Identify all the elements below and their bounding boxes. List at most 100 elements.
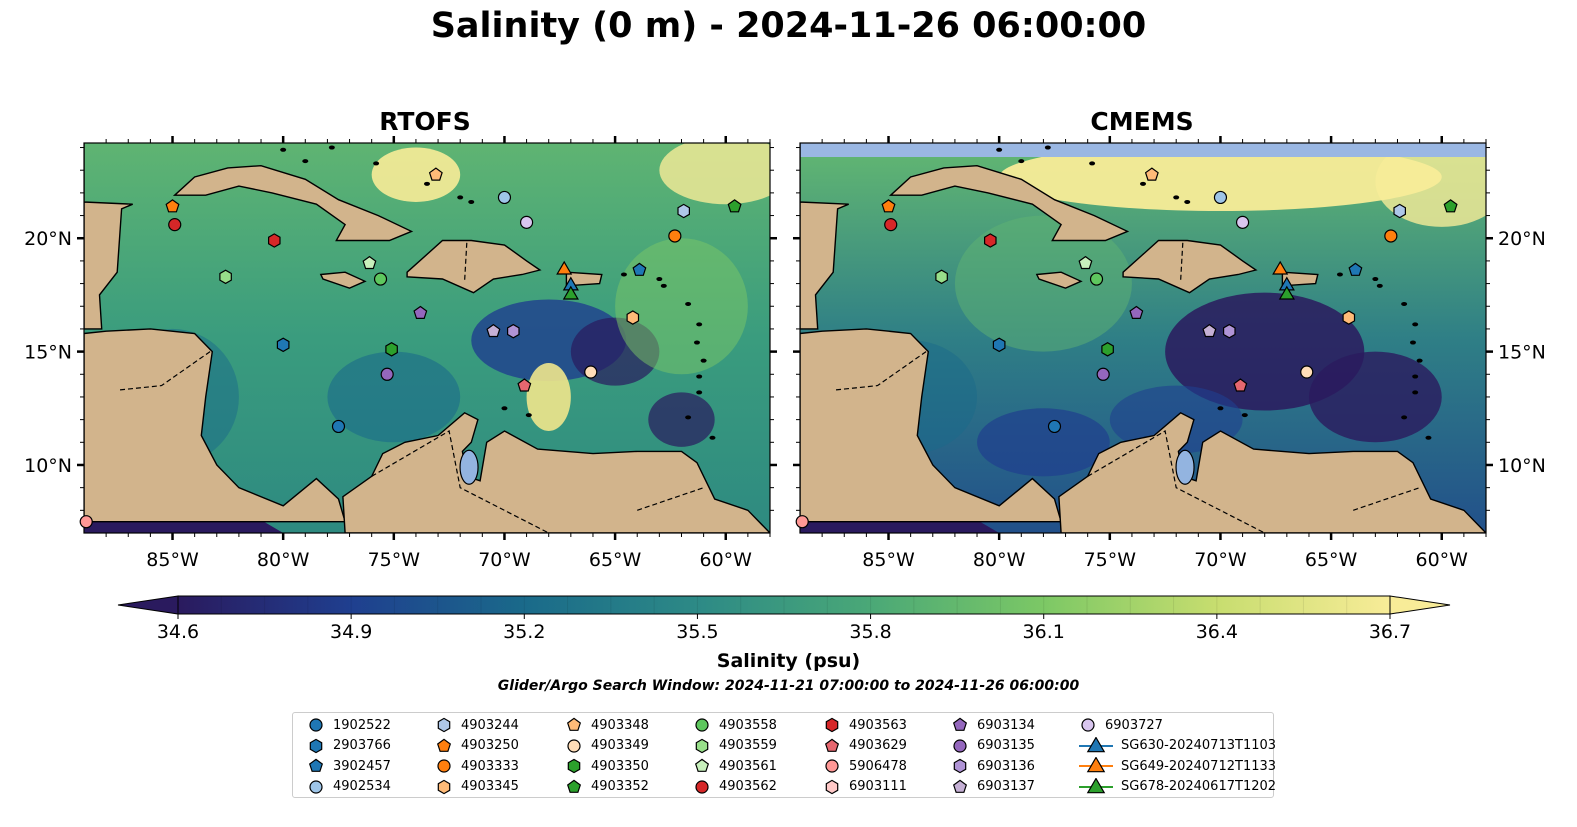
legend-item: 4903558 <box>693 715 777 735</box>
legend-marker <box>436 738 452 752</box>
legend-item: 4903350 <box>565 756 649 776</box>
observation-markers-cmems <box>795 167 1458 529</box>
x-tick-label: 75°W <box>1084 549 1137 571</box>
panel-title-cmems: CMEMS <box>1090 107 1194 136</box>
legend-label: 4903348 <box>591 717 649 733</box>
x-tick-label: 70°W <box>1194 549 1247 571</box>
legend-label: 6903727 <box>1105 717 1163 733</box>
marker-4903563 <box>983 233 997 248</box>
legend-marker <box>825 717 839 733</box>
legend-item: 6903134 <box>951 715 1035 735</box>
x-tick-label: 80°W <box>257 549 310 571</box>
land-central <box>84 143 133 330</box>
legend: 1902522 2903766 3902457 4902534 4903244 49032… <box>292 712 1276 798</box>
triangle-marker-icon <box>1079 736 1113 752</box>
pentagon-marker-icon <box>566 779 582 793</box>
legend-label: 4903345 <box>461 779 519 794</box>
legend-label: 6903137 <box>977 779 1035 794</box>
legend-item: 5906478 <box>823 756 907 776</box>
legend-item: 4903629 <box>823 736 907 756</box>
marker-6903727 <box>1235 215 1250 229</box>
legend-label: 4903349 <box>591 738 649 753</box>
hexagon-marker-icon <box>825 717 839 733</box>
marker-5906478 <box>795 515 809 529</box>
panel-title-rtofs: RTOFS <box>379 107 471 136</box>
marker-2903766 <box>276 337 290 353</box>
marker-6903136 <box>507 323 520 339</box>
x-tick-label: 65°W <box>589 549 642 571</box>
marker-4903345 <box>1342 310 1356 325</box>
legend-label: 3902457 <box>333 758 391 774</box>
legend-marker <box>1086 777 1106 793</box>
circle-marker-icon <box>695 779 709 794</box>
marker-4903333 <box>1384 229 1398 243</box>
land-puertorico <box>1281 271 1319 287</box>
marker-SG678-20240617T1202 <box>562 285 579 300</box>
land-jamaica <box>1035 271 1083 289</box>
marker-3902457 <box>1348 262 1363 276</box>
legend-item: SG678-20240617T1202 <box>1079 777 1276 797</box>
legend-item: 1902522 <box>307 715 391 735</box>
salinity-colorbar <box>117 595 1451 619</box>
lake-maracaibo <box>459 449 479 485</box>
marker-4902534 <box>1213 190 1228 205</box>
figure-title: Salinity (0 m) - 2024-11-26 06:00:00 <box>430 6 1147 46</box>
legend-marker <box>437 717 451 733</box>
marker-4903333 <box>668 229 682 243</box>
legend-label: 6903135 <box>977 738 1035 753</box>
circle-marker-icon <box>437 759 451 773</box>
legend-label: 4903629 <box>849 738 907 753</box>
marker-4903558 <box>373 272 388 286</box>
map-frame <box>799 142 1487 534</box>
legend-label: 4903561 <box>719 758 777 774</box>
land-puertorico <box>565 271 603 287</box>
land-hispaniola <box>1122 239 1258 294</box>
hexagon-marker-icon <box>825 779 839 794</box>
legend-item: 6903135 <box>951 736 1035 756</box>
map-panel-cmems <box>800 143 1486 533</box>
legend-marker <box>695 779 709 794</box>
legend-label: 4902534 <box>333 779 391 794</box>
marker-4903561 <box>362 255 377 270</box>
legend-item: SG630-20240713T1103 <box>1079 736 1276 756</box>
legend-item: 4903345 <box>435 777 519 797</box>
land-southam <box>1058 411 1486 533</box>
marker-3902457 <box>632 262 647 276</box>
marker-4903629 <box>1233 378 1248 392</box>
x-tick-label: 80°W <box>973 549 1026 571</box>
y-tick-label: 20°N <box>24 228 72 250</box>
hexagon-marker-icon <box>567 758 581 774</box>
search-window-text: Glider/Argo Search Window: 2024-11-21 07… <box>497 678 1080 694</box>
legend-marker <box>567 758 581 774</box>
marker-4903345 <box>626 310 640 325</box>
land-jamaica <box>319 271 367 289</box>
legend-marker <box>309 779 323 794</box>
legend-label: 4903563 <box>849 717 907 733</box>
marker-6903727 <box>519 215 534 229</box>
colorbar-tick-labels: 34.6 34.9 35.2 35.5 35.8 36.1 36.4 36.7 <box>0 618 1577 648</box>
marker-6903136 <box>1222 323 1236 339</box>
legend-marker <box>1081 718 1095 732</box>
y-tick-label: 15°N <box>24 342 72 364</box>
legend-item: 4903563 <box>823 715 907 735</box>
x-tick-label: 85°W <box>146 549 199 571</box>
legend-item: 3902457 <box>307 756 391 776</box>
hexagon-marker-icon <box>309 738 323 753</box>
land-central <box>800 143 849 330</box>
legend-item: 4903349 <box>565 736 649 756</box>
marker-4903352 <box>727 199 742 213</box>
legend-marker <box>309 738 323 753</box>
marker-4903348 <box>1144 167 1159 181</box>
colorbar-tick: 36.1 <box>1022 621 1065 643</box>
colorbar-extend-low <box>117 595 179 615</box>
legend-item: 4903561 <box>693 756 777 776</box>
colorbar-gradient <box>178 596 1390 614</box>
marker-4903629 <box>517 378 532 392</box>
legend-item: 4902534 <box>307 777 391 797</box>
legend-marker <box>1086 757 1106 773</box>
legend-label: 4903559 <box>719 738 777 753</box>
marker-4903244 <box>677 203 691 219</box>
map-frame <box>83 142 771 534</box>
legend-marker <box>695 718 709 732</box>
